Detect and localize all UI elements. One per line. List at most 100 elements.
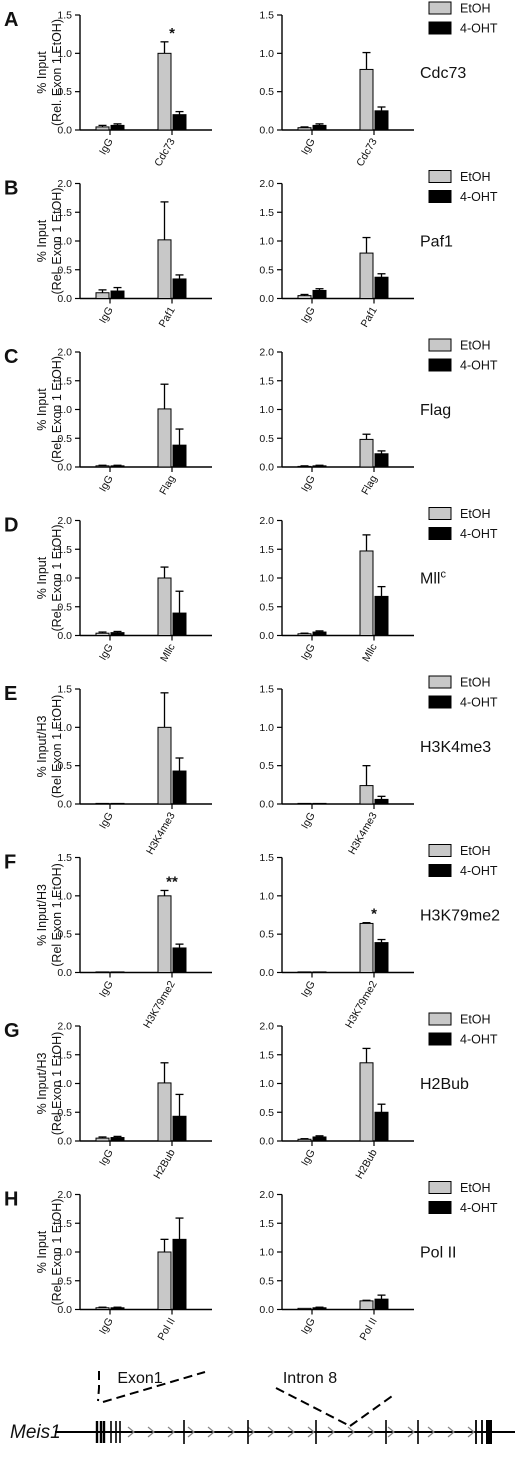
left-bar-ohtam (110, 632, 125, 636)
strand-arrow (127, 1426, 135, 1438)
left-y-tick-label: 0.5 (57, 1107, 72, 1119)
right-category-label: H2Bub (353, 1147, 380, 1181)
left-category-label: H3K79me2 (141, 979, 178, 1031)
panel-letter: E (4, 683, 17, 705)
left-bar-etoh (95, 465, 110, 468)
exon1-zoom-line-right (102, 1371, 206, 1403)
left-category-label: Flag (157, 473, 178, 497)
legend-swatch-etoh (428, 170, 452, 183)
left-y-tick-label: 0.5 (57, 929, 72, 941)
right-y-tick-label: 2.0 (259, 1021, 274, 1033)
right-y-tick-label: 1.0 (259, 236, 274, 248)
right-y-tick-label: 0.0 (259, 799, 274, 811)
strand-arrow (427, 1426, 435, 1438)
left-bar-etoh (95, 126, 110, 131)
right-category-label: Pol II (357, 1316, 379, 1343)
legend-label-4oht: 4-OHT (460, 1033, 498, 1047)
left-y-tick-label: 1.5 (57, 1049, 72, 1061)
chart-panels: A% Input (Rel. Exon 1 EtOH)0.00.51.01.5Ig… (4, 1, 500, 1343)
right-y-tick-label: 0.0 (259, 1136, 274, 1148)
legend-swatch-4oht (428, 695, 452, 709)
right-y-tick-label: 1.0 (259, 48, 274, 60)
right-y-tick-label: 0.0 (259, 125, 274, 137)
strand-arrow (187, 1426, 195, 1438)
right-bar-ohtam (312, 289, 327, 300)
y-axis-label: % Input/H3 (35, 1053, 49, 1115)
left-y-tick-label: 1.5 (57, 10, 72, 22)
left-bar-etoh (95, 1307, 110, 1311)
y-axis-label-line2: (Rel Exon 1 EtOH) (50, 695, 64, 799)
last-exon (486, 1420, 492, 1444)
left-y-tick-label: 0.0 (57, 293, 72, 305)
right-y-tick-label: 1.5 (259, 207, 274, 219)
right-bar-etoh (359, 438, 374, 468)
right-y-tick-label: 1.0 (259, 1078, 274, 1090)
right-category-label: Cdc73 (354, 136, 380, 168)
strand-arrow (367, 1426, 375, 1438)
right-bar-ohtam (374, 1111, 389, 1142)
target-label: Cdc73 (420, 65, 466, 82)
right-category-label: IgG (299, 642, 318, 663)
left-bar-ohtam (172, 612, 187, 637)
left-y-tick-label: 1.5 (57, 852, 72, 864)
legend: EtOH 4-OHT (428, 1, 498, 36)
gene-structure (55, 1371, 515, 1444)
right-y-tick-label: 1.0 (259, 573, 274, 585)
left-bar-ohtam (110, 1307, 125, 1311)
left-y-tick-label: 0.5 (57, 760, 72, 772)
left-category-label: IgG (97, 1316, 116, 1337)
right-bar-ohtam (312, 465, 327, 468)
left-bar-etoh (157, 726, 172, 805)
left-bar-etoh (157, 408, 172, 468)
left-y-tick-label: 1.0 (57, 48, 72, 60)
legend-swatch-etoh (428, 338, 452, 352)
left-y-tick-label: 2.0 (57, 1189, 72, 1201)
right-y-tick-label: 2.0 (259, 178, 274, 190)
right-y-tick-label: 1.5 (259, 544, 274, 556)
exon1-label: Exon1 (117, 1370, 162, 1387)
left-y-tick-label: 0.5 (57, 264, 72, 276)
intron8-zoom-line-left (275, 1387, 351, 1427)
legend-swatch-4oht (428, 864, 452, 877)
strand-arrow (407, 1426, 415, 1438)
y-axis-label-line2: (Rel. Exon 1 EtOH) (50, 19, 64, 126)
left-significance: ** (166, 873, 178, 890)
right-y-tick-label: 0.5 (259, 86, 274, 98)
legend-swatch-etoh (428, 844, 452, 857)
strand-arrow (467, 1426, 475, 1438)
right-category-label: Paf1 (359, 305, 380, 330)
panel-letter: C (4, 346, 18, 368)
legend: EtOH 4-OHT (428, 170, 498, 204)
legend-swatch-4oht (428, 1032, 452, 1046)
target-label: H3K79me2 (420, 908, 500, 925)
left-bar-ohtam (172, 1115, 187, 1142)
left-category-label: Pol II (155, 1316, 177, 1343)
legend: EtOH 4-OHT (428, 507, 498, 541)
legend: EtOH 4-OHT (428, 1012, 498, 1047)
right-y-tick-label: 1.0 (259, 404, 274, 416)
right-y-tick-label: 0.5 (259, 1107, 274, 1119)
right-category-label: IgG (299, 473, 318, 494)
right-y-tick-label: 2.0 (259, 515, 274, 527)
left-category-label: Cdc73 (152, 136, 178, 168)
left-y-tick-label: 1.0 (57, 1247, 72, 1259)
right-y-tick-label: 0.5 (259, 760, 274, 772)
intron8-label: Intron 8 (283, 1370, 337, 1387)
right-bar-etoh (297, 633, 312, 637)
strand-arrow (227, 1426, 235, 1438)
legend-label-etoh: EtOH (460, 676, 491, 690)
left-y-tick-label: 0.5 (57, 86, 72, 98)
left-y-tick-label: 0.0 (57, 630, 72, 642)
gene-name: Meis1 (10, 1422, 61, 1443)
left-y-tick-label: 1.0 (57, 722, 72, 734)
right-bar-ohtam (312, 1136, 327, 1142)
legend-swatch-4oht (428, 358, 452, 372)
left-bar-ohtam (172, 278, 187, 300)
left-y-tick-label: 2.0 (57, 1021, 72, 1033)
panel-d: D% Input (Rel. Exon 1 EtOH)0.00.51.01.52.… (4, 507, 498, 664)
strand-arrow (387, 1426, 395, 1438)
right-category-label: IgG (299, 979, 318, 1000)
right-y-tick-label: 1.5 (259, 684, 274, 696)
right-bar-etoh (297, 1307, 312, 1310)
